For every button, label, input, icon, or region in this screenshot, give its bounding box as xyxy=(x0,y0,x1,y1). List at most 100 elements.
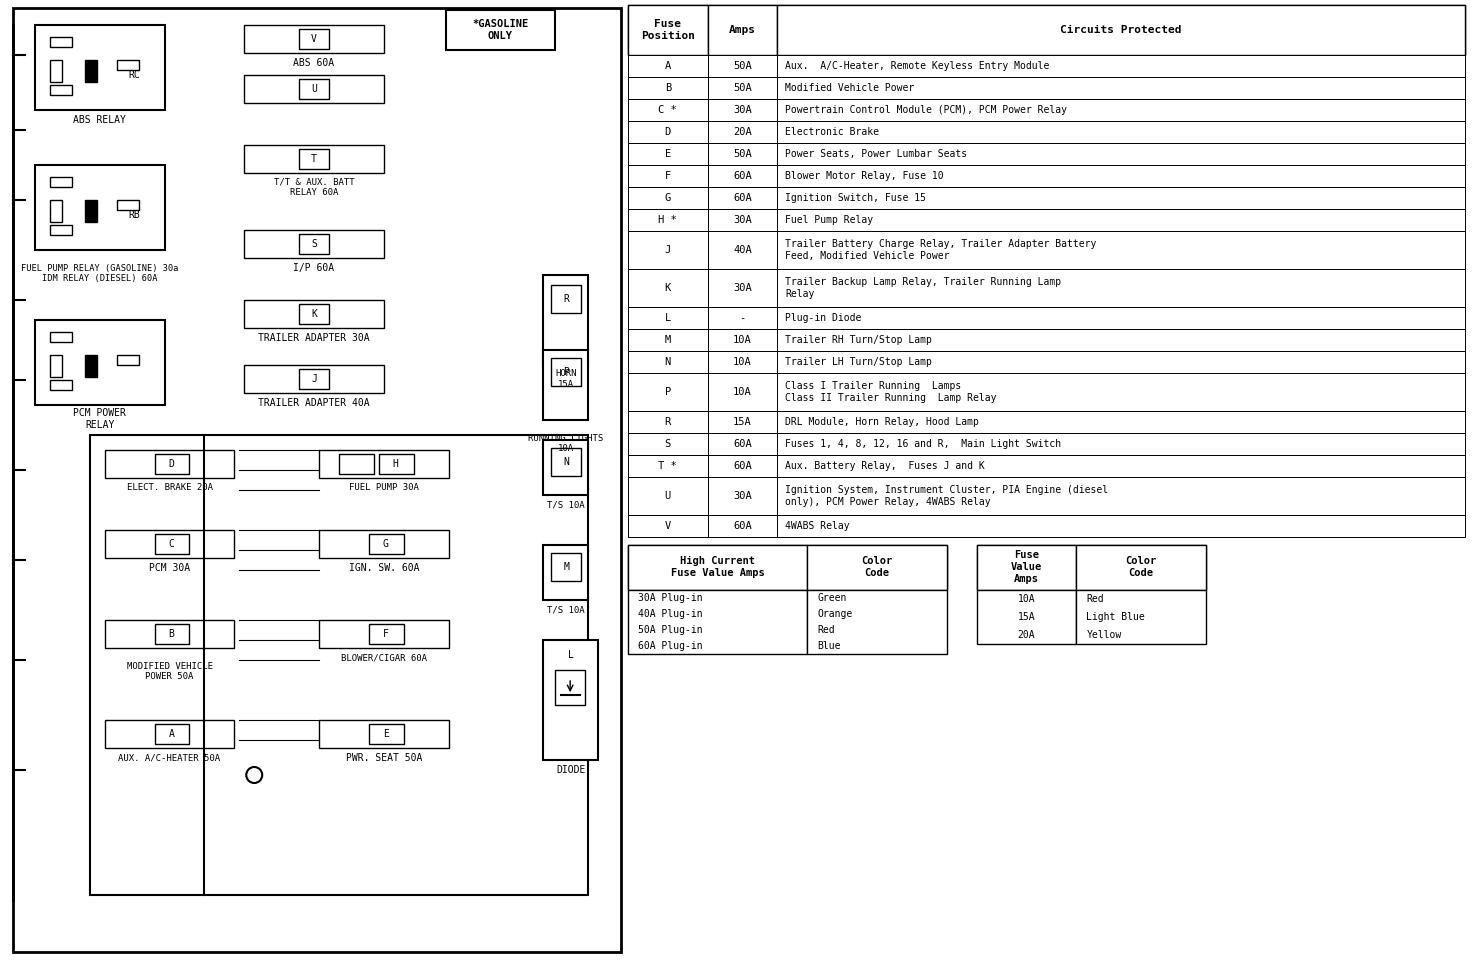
Text: ELECT. BRAKE 20A: ELECT. BRAKE 20A xyxy=(127,484,212,492)
Bar xyxy=(50,380,72,390)
Text: BLOWER/CIGAR 60A: BLOWER/CIGAR 60A xyxy=(342,654,427,662)
Text: J: J xyxy=(665,245,671,255)
Bar xyxy=(551,448,581,476)
Text: Trailer Battery Charge Relay, Trailer Adapter Battery
Feed, Modified Vehicle Pow: Trailer Battery Charge Relay, Trailer Ad… xyxy=(786,239,1097,261)
Text: I/P 60A: I/P 60A xyxy=(293,263,334,273)
Text: E: E xyxy=(383,729,389,739)
Text: Ignition Switch, Fuse 15: Ignition Switch, Fuse 15 xyxy=(786,193,926,203)
Bar xyxy=(244,365,384,393)
Text: C: C xyxy=(169,539,175,549)
Text: 40A Plug-in: 40A Plug-in xyxy=(637,609,702,619)
Bar xyxy=(50,85,72,95)
Text: DRL Module, Horn Relay, Hood Lamp: DRL Module, Horn Relay, Hood Lamp xyxy=(786,417,979,427)
Bar xyxy=(777,269,1465,307)
Bar xyxy=(777,351,1465,373)
Text: High Current
Fuse Value Amps: High Current Fuse Value Amps xyxy=(671,556,764,578)
Bar xyxy=(50,225,72,235)
Bar xyxy=(35,25,165,110)
Bar xyxy=(1076,545,1206,590)
Text: B: B xyxy=(169,629,175,639)
Text: AUX. A/C-HEATER 50A: AUX. A/C-HEATER 50A xyxy=(118,754,221,762)
Bar xyxy=(777,231,1465,269)
Text: Ignition System, Instrument Cluster, PIA Engine (diesel
only), PCM Power Relay, : Ignition System, Instrument Cluster, PIA… xyxy=(786,485,1108,507)
Text: N: N xyxy=(564,457,570,467)
Bar xyxy=(85,355,97,377)
Bar xyxy=(708,307,777,329)
Bar xyxy=(629,5,1465,55)
Bar xyxy=(543,440,589,495)
Text: Red: Red xyxy=(817,625,835,635)
Text: S: S xyxy=(665,439,671,449)
Text: Modified Vehicle Power: Modified Vehicle Power xyxy=(786,83,914,93)
Bar xyxy=(777,99,1465,121)
Text: ABS RELAY: ABS RELAY xyxy=(74,115,127,125)
Bar xyxy=(708,231,777,269)
Bar xyxy=(708,433,777,455)
Text: 60A: 60A xyxy=(733,521,752,531)
Text: A: A xyxy=(169,729,175,739)
Text: PWR. SEAT 50A: PWR. SEAT 50A xyxy=(346,753,422,763)
Bar xyxy=(50,177,72,187)
Bar xyxy=(629,99,708,121)
Text: Yellow: Yellow xyxy=(1086,630,1122,640)
Bar xyxy=(629,165,708,187)
Bar xyxy=(777,477,1465,515)
Bar xyxy=(708,455,777,477)
Text: 10A: 10A xyxy=(733,387,752,397)
Text: RC: RC xyxy=(128,70,140,80)
Bar xyxy=(551,358,581,386)
Bar xyxy=(629,121,708,143)
Bar xyxy=(777,329,1465,351)
Text: Trailer LH Turn/Stop Lamp: Trailer LH Turn/Stop Lamp xyxy=(786,357,932,367)
Text: K: K xyxy=(665,283,671,293)
Text: R: R xyxy=(665,417,671,427)
Bar xyxy=(244,300,384,328)
Text: RB: RB xyxy=(128,210,140,220)
Text: F: F xyxy=(383,629,389,639)
Bar xyxy=(629,477,708,515)
Bar xyxy=(244,25,384,53)
Text: 30A Plug-in: 30A Plug-in xyxy=(637,593,702,603)
Bar xyxy=(446,10,555,50)
Bar xyxy=(629,545,946,590)
Bar xyxy=(777,515,1465,537)
Bar xyxy=(116,200,138,210)
Text: 60A: 60A xyxy=(733,193,752,203)
Text: Circuits Protected: Circuits Protected xyxy=(1060,25,1182,35)
Bar xyxy=(629,231,708,269)
Bar xyxy=(543,275,589,365)
Bar xyxy=(777,411,1465,433)
Bar xyxy=(777,455,1465,477)
Bar xyxy=(85,200,97,222)
Bar xyxy=(777,209,1465,231)
Bar xyxy=(543,640,598,760)
Bar xyxy=(105,620,234,648)
Text: *GASOLINE
ONLY: *GASOLINE ONLY xyxy=(473,19,528,40)
Bar xyxy=(378,454,414,474)
Text: 30A: 30A xyxy=(733,491,752,501)
Text: L: L xyxy=(665,313,671,323)
Bar xyxy=(708,329,777,351)
Bar xyxy=(299,29,330,49)
Text: E: E xyxy=(665,149,671,159)
Text: G: G xyxy=(665,193,671,203)
Bar xyxy=(551,553,581,581)
Bar xyxy=(629,373,708,411)
Bar xyxy=(708,373,777,411)
Text: P: P xyxy=(564,367,570,377)
Text: PCM 30A: PCM 30A xyxy=(149,563,190,573)
Bar xyxy=(543,545,589,600)
Bar xyxy=(777,5,1465,55)
Bar xyxy=(369,624,403,644)
Text: L: L xyxy=(568,650,574,660)
Bar xyxy=(777,433,1465,455)
Bar xyxy=(105,450,234,478)
Text: 20A: 20A xyxy=(1017,630,1035,640)
Bar xyxy=(50,60,62,82)
Text: D: D xyxy=(169,459,175,469)
Bar xyxy=(708,165,777,187)
Bar xyxy=(369,534,403,554)
Bar xyxy=(629,433,708,455)
Bar xyxy=(777,165,1465,187)
Bar xyxy=(244,75,384,103)
